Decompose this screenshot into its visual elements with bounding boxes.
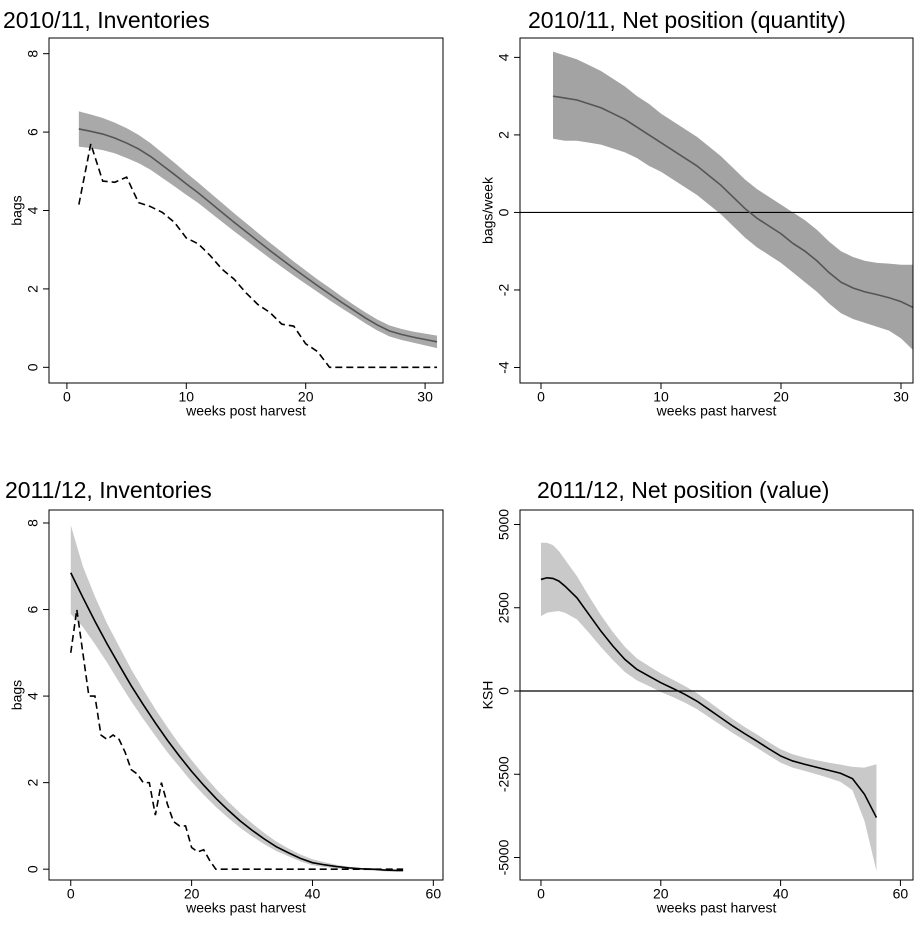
y-tick-label: 4 xyxy=(25,206,41,214)
data-line xyxy=(552,95,914,309)
chart-title: 2011/12, Inventories xyxy=(5,477,212,503)
y-tick-label: 6 xyxy=(25,605,41,613)
confidence-band xyxy=(540,542,877,871)
y-tick-label: -5000 xyxy=(496,839,512,875)
data-line xyxy=(78,143,438,369)
y-tick-label: 8 xyxy=(25,50,41,58)
y-tick-label: -4 xyxy=(496,361,512,374)
y-axis-label: bags/week xyxy=(480,176,496,244)
plot-frame xyxy=(48,509,444,881)
y-tick-label: 0 xyxy=(496,208,512,216)
y-tick-label: -2500 xyxy=(496,756,512,792)
y-tick-label: 5000 xyxy=(496,509,512,540)
y-tick-label: 0 xyxy=(496,687,512,695)
x-tick-label: 0 xyxy=(537,389,545,405)
x-tick-label: 20 xyxy=(298,389,314,405)
x-axis-label: weeks post harvest xyxy=(185,403,306,419)
x-axis-label: weeks past harvest xyxy=(656,900,777,916)
y-tick-label: 4 xyxy=(496,53,512,61)
x-tick-label: 10 xyxy=(179,389,195,405)
y-tick-label: 2500 xyxy=(496,592,512,623)
y-axis-label: KSH xyxy=(480,681,496,710)
data-line xyxy=(69,609,404,870)
confidence-band xyxy=(553,51,913,351)
x-tick-label: 20 xyxy=(653,886,669,902)
x-tick-label: 20 xyxy=(184,886,200,902)
chart-title: 2010/11, Net position (quantity) xyxy=(528,7,846,33)
x-tick-label: 0 xyxy=(63,389,71,405)
x-axis-label: weeks past harvest xyxy=(185,900,306,916)
data-line xyxy=(78,128,438,343)
y-tick-label: 8 xyxy=(25,519,41,527)
x-tick-label: 40 xyxy=(773,886,789,902)
x-axis-label: weeks past harvest xyxy=(656,403,777,419)
x-tick-label: 30 xyxy=(893,389,909,405)
confidence-band xyxy=(70,525,404,872)
y-axis-label: bags xyxy=(9,680,25,710)
x-tick-label: 40 xyxy=(305,886,321,902)
x-tick-label: 60 xyxy=(426,886,442,902)
chart-title: 2011/12, Net position (value) xyxy=(537,477,829,503)
plot-frame xyxy=(519,37,914,384)
y-tick-label: 0 xyxy=(25,865,41,873)
data-line xyxy=(70,572,404,872)
y-axis-label: bags xyxy=(9,195,25,225)
chart-title: 2010/11, Inventories xyxy=(3,7,210,33)
y-tick-label: 2 xyxy=(25,779,41,787)
x-tick-label: 60 xyxy=(893,886,909,902)
x-tick-label: 20 xyxy=(773,389,789,405)
y-tick-label: -2 xyxy=(496,284,512,297)
data-line xyxy=(540,576,878,818)
y-tick-label: 2 xyxy=(496,131,512,139)
y-tick-label: 2 xyxy=(25,285,41,293)
x-tick-label: 0 xyxy=(67,886,75,902)
x-tick-label: 0 xyxy=(537,886,545,902)
y-tick-label: 0 xyxy=(25,363,41,371)
x-tick-label: 30 xyxy=(417,389,433,405)
x-tick-label: 10 xyxy=(653,389,669,405)
y-tick-label: 6 xyxy=(25,128,41,136)
y-tick-label: 4 xyxy=(25,692,41,700)
plot-frame xyxy=(519,509,914,881)
